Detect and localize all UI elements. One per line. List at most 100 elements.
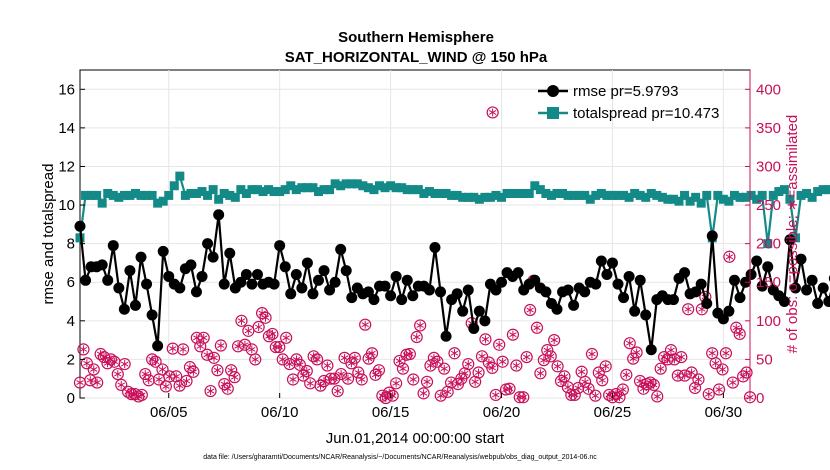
obs-point-star (526, 307, 534, 313)
rmse-point (118, 303, 130, 315)
obs-point (73, 376, 87, 389)
totalspread-point (136, 190, 146, 200)
totalspread-point (297, 183, 307, 193)
y-tick-label-left: 12 (58, 158, 75, 175)
rmse-point (667, 294, 679, 306)
obs-point (517, 391, 530, 404)
totalspread-series (75, 171, 830, 249)
obs-point (87, 363, 100, 376)
obs-point (530, 321, 544, 334)
obs-point-star (375, 367, 383, 373)
totalspread-point (397, 183, 407, 193)
rmse-point (390, 270, 402, 282)
obs-point-ring (293, 358, 306, 371)
obs-point-ring (651, 390, 664, 403)
totalspread-point (269, 187, 279, 197)
obs-point-ring (166, 342, 179, 355)
obs-point-ring (283, 357, 296, 371)
totalspread-point (158, 196, 168, 206)
obs-point-star (495, 342, 503, 348)
obs-point-star (117, 382, 125, 388)
totalspread-point (580, 190, 590, 200)
obs-point (493, 338, 506, 351)
rmse-point (385, 290, 397, 302)
rmse-point (346, 292, 358, 304)
obs-point-star (725, 254, 734, 260)
rmse-point (568, 299, 580, 311)
obs-point-star (735, 331, 744, 337)
obs-point-star (543, 347, 551, 353)
obs-point-star (251, 356, 259, 362)
obs-point-star (292, 356, 301, 362)
obs-point-star (347, 360, 356, 366)
totalspread-point (535, 185, 545, 195)
totalspread-point (236, 185, 246, 195)
obs-point (620, 368, 633, 381)
rmse-point (301, 257, 313, 269)
obs-point-star (382, 395, 390, 401)
x-tick-label: 06/25 (594, 404, 632, 421)
obs-point-star (522, 354, 531, 360)
obs-point-ring (97, 350, 111, 364)
rmse-point (612, 278, 624, 290)
rmse-point (601, 269, 613, 281)
obs-point (359, 318, 372, 331)
totalspread-point (552, 188, 562, 198)
totalspread-point (175, 171, 185, 181)
obs-point (304, 377, 317, 390)
obs-point-star (141, 371, 149, 377)
obs-point-star (351, 355, 359, 361)
obs-point-star (289, 377, 297, 382)
totalspread-point (264, 185, 274, 195)
obs-point (300, 364, 313, 378)
totalspread-point (779, 185, 789, 195)
obs-point-star (224, 386, 232, 392)
rmse-point (407, 290, 419, 302)
obs-point-star (708, 350, 716, 356)
rmse-point (202, 238, 214, 250)
obs-point-star (729, 380, 737, 385)
obs-point (310, 353, 324, 366)
rmse-point (751, 255, 763, 267)
obs-point-ring (561, 381, 574, 394)
rmse-point (540, 286, 552, 298)
rmse-point (329, 276, 341, 288)
obs-point-star (715, 387, 723, 392)
rmse-point (135, 251, 147, 263)
obs-point-star (705, 391, 713, 397)
totalspread-point (674, 196, 684, 206)
obs-point (726, 376, 739, 389)
obs-point-star (162, 383, 170, 389)
obs-point (675, 350, 688, 364)
obs-point-star (254, 324, 263, 330)
rmse-point (274, 240, 286, 252)
obs-point-star (488, 110, 497, 115)
obs-point-ring (493, 338, 506, 351)
obs-point-star (564, 384, 572, 390)
obs-point (682, 303, 695, 316)
obs-point (80, 357, 93, 370)
obs-point-ring (190, 331, 203, 344)
totalspread-point (585, 194, 595, 204)
y-tick-label-left: 0 (67, 390, 75, 407)
obs-point-star (138, 392, 146, 398)
axes: 0 2 4 6 8 10 12 14 16 0 50 100 150 200 250 300 350 400 06/… (58, 70, 781, 421)
obs-point-ring (335, 367, 348, 381)
obs-point (252, 320, 265, 334)
rmse-point (479, 315, 491, 327)
obs-point (469, 375, 482, 388)
totalspread-point (313, 187, 323, 197)
obs-point-star (505, 386, 514, 392)
totalspread-point (757, 190, 767, 200)
obs-point-ring (235, 314, 248, 327)
totalspread-point (413, 185, 423, 195)
totalspread-point (430, 188, 440, 198)
obs-point-star (577, 369, 586, 375)
y-tick-label-right: 300 (756, 158, 781, 175)
obs-point-star (440, 366, 448, 372)
totalspread-point (286, 181, 296, 191)
obs-point-star (275, 344, 283, 350)
obs-point-star (742, 370, 751, 375)
rmse-point (801, 284, 813, 296)
obs-point-star (461, 370, 469, 376)
